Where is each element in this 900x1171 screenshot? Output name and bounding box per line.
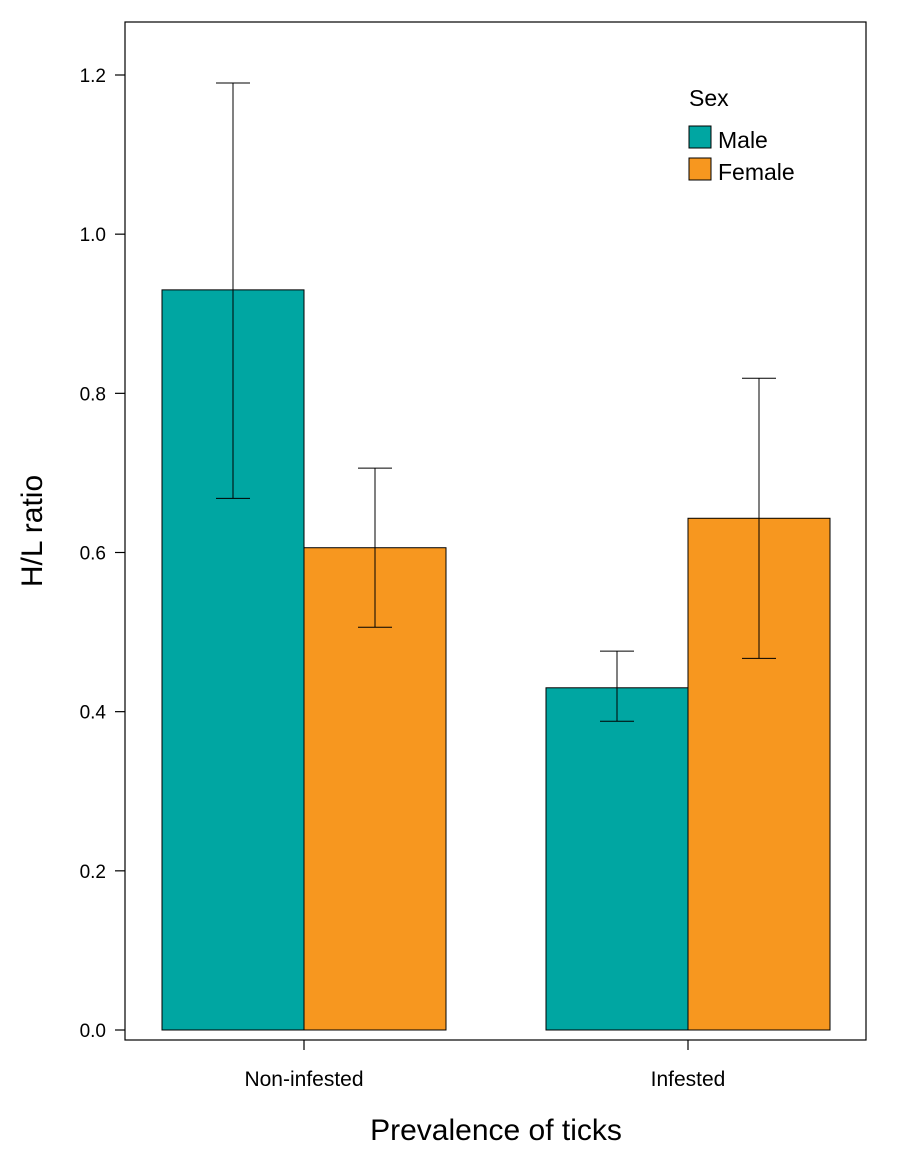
x-axis: Non-infested Infested — [244, 1040, 725, 1091]
legend-title: Sex — [689, 85, 729, 111]
y-tick-label: 1.2 — [80, 66, 106, 87]
plot-frame — [124, 21, 867, 1041]
error-bar — [216, 82, 250, 499]
legend-swatch-male — [688, 125, 712, 149]
x-tick-label: Non-infested — [244, 1068, 363, 1091]
legend-swatch-female — [688, 157, 712, 181]
y-tick-label: 1.0 — [80, 225, 106, 246]
legend-label-female: Female — [718, 159, 795, 185]
y-tick-label: 0.6 — [80, 544, 106, 565]
y-axis: 0.0 0.2 0.4 0.6 0.8 1.0 1.2 — [80, 66, 125, 1042]
bar-male-infested — [545, 687, 689, 1031]
bar-female-non-infested — [303, 547, 447, 1031]
y-tick-label: 0.0 — [80, 1021, 106, 1042]
legend-label-male: Male — [718, 127, 768, 153]
y-tick-label: 0.8 — [80, 384, 106, 405]
y-axis-label: H/L ratio — [16, 475, 49, 587]
bars — [161, 82, 831, 1031]
x-axis-label: Prevalence of ticks — [370, 1114, 622, 1147]
x-tick-label: Infested — [651, 1068, 726, 1091]
y-tick-label: 0.2 — [80, 862, 106, 883]
error-bar — [600, 650, 634, 722]
error-bar — [742, 377, 776, 659]
y-tick-label: 0.4 — [80, 703, 107, 724]
legend: Sex Male Female — [688, 85, 795, 185]
error-bar — [358, 467, 392, 628]
